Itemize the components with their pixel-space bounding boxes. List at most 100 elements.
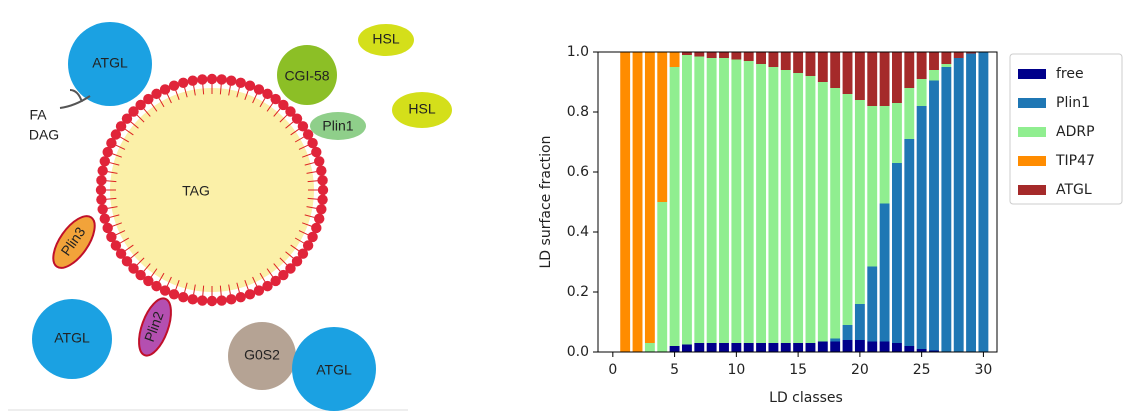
- lipid-head: [317, 194, 327, 204]
- legend-label: TIP47: [1055, 153, 1095, 169]
- label: DAG: [29, 127, 59, 143]
- lipid-head: [160, 84, 170, 94]
- lipid-head: [226, 294, 236, 304]
- x-tick-label: 30: [974, 362, 992, 378]
- lipid-head: [178, 292, 188, 302]
- bar-segment: [707, 58, 717, 343]
- bar-segment: [731, 52, 741, 60]
- lipid-head: [216, 295, 226, 305]
- y-tick-label: 0.4: [567, 224, 589, 240]
- legend-swatch: [1018, 127, 1046, 137]
- bar-segment: [929, 70, 939, 81]
- bar-segment: [929, 81, 939, 351]
- bar-segment: [744, 61, 754, 343]
- lipid-head: [197, 295, 207, 305]
- label: TAG: [182, 183, 210, 199]
- lipid-head: [106, 232, 116, 242]
- bar-segment: [867, 106, 877, 267]
- bar-segment: [694, 57, 704, 344]
- bar-segment: [818, 82, 828, 342]
- bar-segment: [670, 346, 680, 352]
- bar-segment: [781, 52, 791, 70]
- bar-segment: [719, 52, 729, 58]
- bar-segment: [657, 202, 667, 352]
- lipid-head: [102, 223, 112, 233]
- bar-segment: [806, 343, 816, 352]
- lipid-head: [245, 80, 255, 90]
- bar-segment: [892, 343, 902, 352]
- bar-segment: [694, 343, 704, 352]
- x-tick-label: 20: [851, 362, 869, 378]
- label: HSL: [408, 101, 435, 117]
- lipid-head: [188, 75, 198, 85]
- bar-segment: [744, 343, 754, 352]
- bar-segment: [855, 100, 865, 304]
- bar-segment: [670, 67, 680, 346]
- bar-segment: [880, 342, 890, 353]
- bar-segment: [941, 67, 951, 352]
- bar-segment: [719, 58, 729, 343]
- lipid-head: [97, 166, 107, 176]
- lipid-head: [178, 78, 188, 88]
- label: ATGL: [92, 55, 128, 71]
- lipid-head: [311, 223, 321, 233]
- legend-swatch: [1018, 69, 1046, 79]
- lipid-head: [307, 138, 317, 148]
- bar-segment: [719, 343, 729, 352]
- bar-segment: [892, 103, 902, 163]
- lipid-head: [96, 185, 106, 195]
- lipid-head: [311, 147, 321, 157]
- lipid-head: [188, 294, 198, 304]
- bar-segment: [818, 52, 828, 82]
- bar-segment: [929, 52, 939, 70]
- lipid-head: [314, 214, 324, 224]
- legend-label: free: [1056, 66, 1084, 82]
- legend-label: Plin1: [1056, 95, 1090, 111]
- bar-segment: [620, 52, 630, 352]
- lipid-head: [169, 80, 179, 90]
- bar-segment: [694, 52, 704, 57]
- y-tick-label: 0.0: [567, 344, 589, 360]
- lipid-head: [100, 214, 110, 224]
- bar-segment: [855, 340, 865, 352]
- bar-segment: [917, 79, 927, 106]
- bar-segment: [880, 106, 890, 204]
- bar-segment: [830, 339, 840, 342]
- lipid-head: [236, 78, 246, 88]
- label: HSL: [372, 31, 399, 47]
- bar-segment: [904, 52, 914, 88]
- lipid-head: [226, 75, 236, 85]
- lipid-head: [254, 285, 264, 295]
- bar-segment: [917, 52, 927, 79]
- lipid-head: [245, 289, 255, 299]
- bar-segment: [904, 139, 914, 346]
- legend-swatch: [1018, 185, 1046, 195]
- lipid-head: [97, 204, 107, 214]
- bar-segment: [904, 88, 914, 139]
- x-tick-label: 0: [608, 362, 617, 378]
- label: G0S2: [244, 347, 280, 363]
- label: FA: [29, 107, 47, 123]
- label: Plin1: [322, 118, 353, 134]
- lipid-head: [317, 175, 327, 185]
- bar-segment: [843, 52, 853, 94]
- bar-segment: [978, 52, 988, 352]
- bar-segment: [966, 54, 976, 353]
- bar-segment: [682, 345, 692, 353]
- bar-segment: [954, 58, 964, 352]
- bar-segment: [768, 52, 778, 67]
- lipid-head: [197, 74, 207, 84]
- bar-segment: [731, 343, 741, 352]
- bar-segment: [880, 52, 890, 106]
- bar-segment: [880, 204, 890, 342]
- legend-swatch: [1018, 98, 1046, 108]
- label: CGI-58: [284, 68, 329, 84]
- bar-segment: [806, 52, 816, 76]
- bar-segment: [707, 343, 717, 352]
- x-tick-label: 10: [727, 362, 745, 378]
- bar-segment: [657, 52, 667, 202]
- bar-segment: [855, 52, 865, 100]
- bar-segment: [793, 73, 803, 343]
- bar-segment: [781, 343, 791, 352]
- lipid-head: [316, 166, 326, 176]
